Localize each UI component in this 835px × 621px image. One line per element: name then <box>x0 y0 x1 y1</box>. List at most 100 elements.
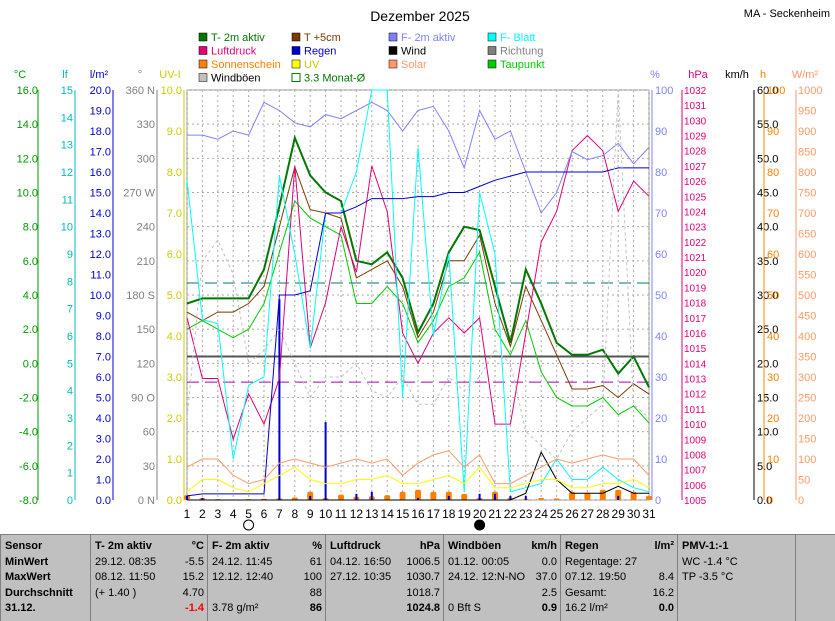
legend-label: UV <box>304 59 320 71</box>
summary-value: 1030.7 <box>406 571 440 583</box>
summary-label: 24.12. 11:45 <box>212 556 272 568</box>
axis-tick-label: 1022 <box>684 238 707 249</box>
summary-value: 15.2 <box>183 571 204 583</box>
axis-unit: W/m² <box>792 69 819 81</box>
summary-header: Sensor <box>5 540 87 555</box>
axis-tick-label: 650 <box>798 229 816 241</box>
axis-tick-label: 30 <box>767 372 779 384</box>
axis-tick-label: 210 <box>137 256 155 268</box>
summary-value: 1018.7 <box>406 587 440 599</box>
legend-swatch <box>292 74 300 82</box>
legend-label: T- 2m aktiv <box>211 32 265 44</box>
sunshine-bar <box>384 495 390 500</box>
axis-tick-label: 1009 <box>684 435 707 446</box>
axis-tick-label: 20 <box>767 413 779 425</box>
x-tick-label: 1 <box>184 507 191 521</box>
axis-tick-label: 1019 <box>684 283 707 294</box>
summary-value: 8.4 <box>659 571 674 583</box>
legend-label: Solar <box>401 59 427 71</box>
x-tick-label: 10 <box>319 507 333 521</box>
axis-tick-label: 1027 <box>684 162 707 173</box>
summary-value: °C <box>192 540 204 552</box>
axis-tick-label: 1018 <box>684 299 707 310</box>
rain-bar <box>448 496 450 500</box>
summary-value: km/h <box>531 540 557 552</box>
axis-tick-label: 12 <box>61 167 73 179</box>
axis-tick-label: 5.0 <box>96 393 111 405</box>
axis-tick-label: 7.0 <box>167 208 182 220</box>
axis-tick-label: 50 <box>767 290 779 302</box>
axis-tick-label: 4.0 <box>96 413 111 425</box>
axis-tick-label: 20.0 <box>90 85 111 97</box>
x-tick-label: 16 <box>411 507 425 521</box>
x-tick-label: 5 <box>245 507 252 521</box>
summary-label: WC -1.4 °C <box>682 556 738 568</box>
summary-row: Gesamt:16.2 <box>565 587 674 602</box>
axis-tick-label: 120 <box>137 358 155 370</box>
axis-tick-label: 8.0 <box>96 331 111 343</box>
legend-swatch <box>389 60 397 68</box>
axis-tick-label: 0 <box>798 495 804 507</box>
axis-tick-label: 1016 <box>684 329 707 340</box>
axis-tick-label: 6 <box>67 331 73 343</box>
rain-bar <box>371 492 373 500</box>
axis-tick-label: 0 <box>655 495 661 507</box>
axis-tick-label: 900 <box>798 126 816 138</box>
summary-label: Regen <box>565 540 599 552</box>
axis-tick-label: 30 <box>143 461 155 473</box>
axis-tick-label: 1007 <box>684 466 707 477</box>
axis-tick-label: 14.0 <box>17 119 38 131</box>
axis-unit: h <box>760 69 766 81</box>
summary-value: 88 <box>310 587 322 599</box>
axis-tick-label: 4 <box>67 386 73 398</box>
x-tick-label: 21 <box>488 507 502 521</box>
summary-value: 4.70 <box>183 587 204 599</box>
legend-label: Luftdruck <box>211 46 257 58</box>
axis-tick-label: 8.0 <box>167 167 182 179</box>
summary-label: 12.12. 12:40 <box>212 571 273 583</box>
axis-tick-label: 16.0 <box>17 85 38 97</box>
x-tick-label: 25 <box>550 507 564 521</box>
axis-tick-label: 1014 <box>684 359 707 370</box>
summary-label: 0 Bft S <box>448 602 481 614</box>
axis-tick-label: 45.0 <box>757 188 778 200</box>
axis-tick-label: -4.0 <box>19 427 38 439</box>
sunshine-bar <box>554 498 560 500</box>
rain-bar <box>278 299 280 500</box>
summary-row: 1024.8 <box>330 602 440 617</box>
summary-label: 01.12. 00:05 <box>448 556 509 568</box>
summary-value: % <box>312 540 322 552</box>
axis-tick-label: 150 <box>137 324 155 336</box>
summary-row: MaxWert <box>5 571 87 586</box>
axis-tick-label: 450 <box>798 311 816 323</box>
rain-bar <box>186 496 188 500</box>
legend-swatch <box>488 60 496 68</box>
summary-value: l/m² <box>654 540 674 552</box>
x-tick-label: 29 <box>612 507 626 521</box>
axis-tick-label: 5.0 <box>167 290 182 302</box>
axis-tick-label: 1011 <box>684 405 706 416</box>
axis-tick-label: 7 <box>67 304 73 316</box>
legend-swatch <box>292 33 300 41</box>
summary-label: Durchschnitt <box>5 587 73 599</box>
axis-tick-label: 1.0 <box>167 454 182 466</box>
axis-tick-label: 70 <box>655 208 667 220</box>
x-tick-label: 15 <box>396 507 410 521</box>
summary-label: MinWert <box>5 556 48 568</box>
summary-value: 37.0 <box>536 571 557 583</box>
axis-tick-label: 600 <box>798 249 816 261</box>
x-tick-label: 24 <box>535 507 549 521</box>
axis-tick-label: 1 <box>67 468 73 480</box>
legend-label: Richtung <box>500 46 543 58</box>
summary-value: -1.4 <box>185 602 204 614</box>
summary-row: WC -1.4 °C <box>682 556 792 571</box>
legend-swatch <box>488 47 496 55</box>
